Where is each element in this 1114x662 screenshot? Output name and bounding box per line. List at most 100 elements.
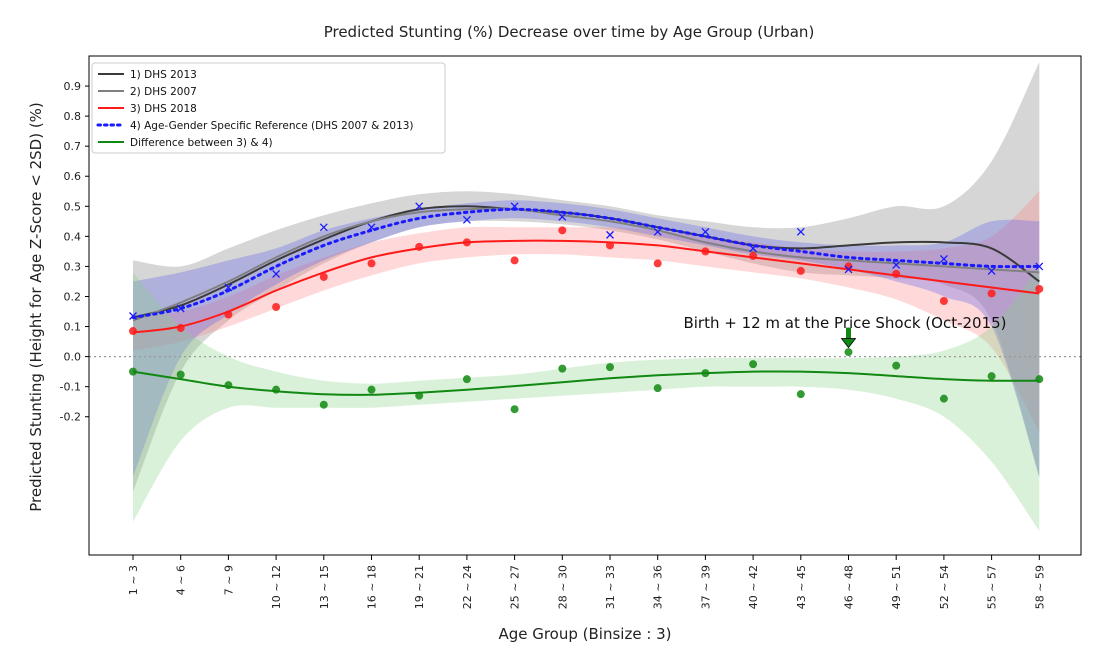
x-marker-series-4 [510,202,519,211]
line-series-3 [132,239,1040,334]
point-series-5 [606,363,614,372]
x-marker-stroke [367,223,376,232]
y-tick-label: 0.0 [64,351,82,364]
x-tick-label: 58 ~ 59 [1033,565,1046,609]
x-marker-series-4 [749,244,758,253]
x-marker-stroke [653,227,662,236]
point-series-5 [1035,375,1044,384]
point-series-3 [510,256,519,265]
chart-title: Predicted Stunting (%) Decrease over tim… [324,23,815,41]
annotation-text: Birth + 12 m at the Price Shock (Oct-201… [683,314,1006,332]
point-series-3 [558,226,567,235]
point-series-5 [892,361,901,370]
point-series-5 [653,384,662,393]
point-series-5 [319,400,328,409]
y-axis: 0.9 0.8 0.7 0.6 0.5 0.4 0.3 0.2 0.1 0.0 -0.1 -0.2 [60,80,89,424]
point-series-3 [176,324,185,333]
point-series-3 [272,303,281,312]
x-marker-stroke [844,265,853,274]
x-marker-series-4 [939,254,948,263]
x-marker-series-4 [987,266,996,275]
point-series-3 [129,327,137,336]
point-series-3 [701,247,710,256]
x-marker-stroke [129,312,137,320]
x-tick-label: 31 ~ 33 [604,565,617,609]
x-tick-label: 10 ~ 12 [270,565,283,609]
point-series-3 [653,259,662,268]
band-series-5 [133,266,1040,531]
x-marker-series-4 [415,202,424,211]
x-marker-stroke [176,304,185,313]
x-marker-stroke [749,244,758,253]
series-lines [131,205,1041,396]
point-series-3 [892,269,901,278]
point-series-5 [987,372,996,381]
x-tick-label: 34 ~ 36 [652,565,665,609]
point-series-3 [939,296,948,305]
point-series-3 [1035,284,1044,293]
point-series-3 [367,259,376,268]
point-series-3 [749,251,758,260]
x-tick-label: 19 ~ 21 [413,565,426,609]
x-tick-label: 55 ~ 57 [986,565,999,609]
x-marker-series-4 [224,283,233,292]
point-series-3 [844,262,853,271]
x-marker-stroke [462,215,471,224]
band-series-3 [133,191,1040,432]
point-series-3 [224,310,233,319]
x-marker-series-4 [319,223,328,232]
x-tick-label: 52 ~ 54 [938,565,951,609]
point-series-5 [844,348,853,357]
x-marker-stroke [606,230,614,239]
x-tick-label: 46 ~ 48 [843,565,856,609]
point-series-3 [415,242,424,251]
y-axis-title: Predicted Stunting (Height for Age Z-Sco… [27,102,45,512]
x-marker-stroke [272,269,281,278]
point-series-5 [415,391,424,400]
legend-label: 3) DHS 2018 [130,103,197,115]
legend-label: Difference between 3) & 4) [130,137,273,149]
point-series-5 [224,381,233,390]
point-series-5 [272,385,281,394]
annotation-arrow-shaft [846,327,851,340]
line-series-4 [131,207,1041,319]
point-series-5 [939,394,948,403]
x-marker-stroke [224,283,233,292]
x-marker-stroke [987,266,996,275]
x-tick-label: 49 ~ 51 [890,565,903,609]
y-tick-label: 0.7 [64,140,82,153]
point-series-5 [701,369,710,378]
x-marker-stroke [415,202,424,211]
x-marker-series-4 [462,215,471,224]
point-series-5 [749,360,758,369]
x-marker-series-4 [844,265,853,274]
x-tick-label: 16 ~ 18 [366,565,379,609]
x-tick-label: 22 ~ 24 [461,565,474,609]
data-points [129,202,1044,414]
x-marker-series-4 [558,212,567,221]
x-marker-stroke [319,223,328,232]
x-marker-series-4 [1035,262,1044,271]
x-marker-series-4 [606,230,614,239]
point-series-5 [558,364,567,373]
point-series-3 [606,241,614,250]
x-tick-label: 25 ~ 27 [509,565,522,609]
y-tick-label: 0.4 [64,230,82,243]
y-tick-label: 0.1 [64,321,82,334]
x-tick-label: 37 ~ 39 [699,565,712,609]
y-tick-label: -0.1 [60,381,81,394]
x-marker-series-4 [367,223,376,232]
x-marker-series-4 [176,304,185,313]
point-series-5 [462,375,471,384]
x-axis: 1 ~ 3 4 ~ 6 7 ~ 9 10 ~ 12 13 ~ 15 16 ~ 18 19 ~… [127,555,1046,609]
x-marker-stroke [510,202,519,211]
x-tick-label: 4 ~ 6 [175,565,188,595]
x-marker-stroke [796,227,805,236]
point-series-5 [796,390,805,399]
x-marker-stroke [1035,262,1044,271]
point-series-3 [319,272,328,281]
y-tick-label: 0.2 [64,290,82,303]
point-series-3 [796,266,805,275]
y-tick-label: 0.5 [64,200,82,213]
